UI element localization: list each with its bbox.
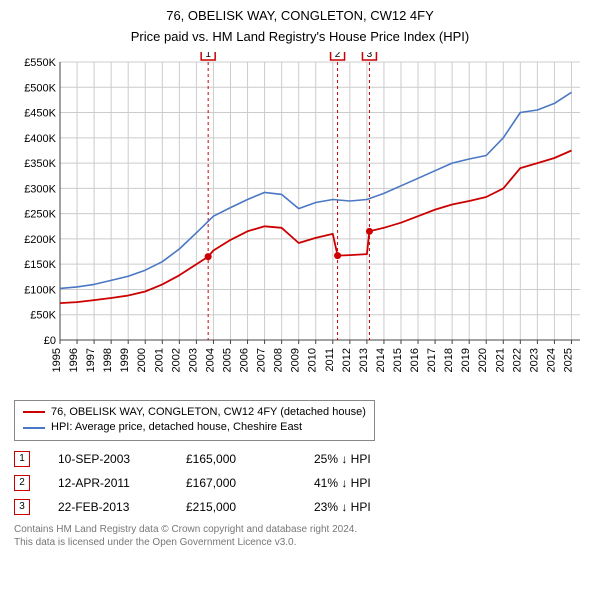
svg-text:£450K: £450K — [24, 107, 56, 119]
chart-title-line2: Price paid vs. HM Land Registry's House … — [14, 29, 586, 46]
svg-text:2000: 2000 — [136, 348, 148, 372]
svg-text:2013: 2013 — [358, 348, 370, 372]
svg-text:2018: 2018 — [443, 348, 455, 372]
svg-text:2020: 2020 — [477, 348, 489, 372]
svg-text:2023: 2023 — [528, 348, 540, 372]
svg-text:£350K: £350K — [24, 158, 56, 170]
svg-text:2024: 2024 — [545, 348, 557, 372]
svg-text:2014: 2014 — [375, 348, 387, 372]
svg-text:2021: 2021 — [494, 348, 506, 372]
svg-text:2025: 2025 — [562, 348, 574, 372]
event-diff-2: 41% ↓ HPI — [314, 476, 414, 490]
event-date-3: 22-FEB-2013 — [58, 500, 158, 514]
event-price-2: £167,000 — [186, 476, 286, 490]
event-row-2: 2 12-APR-2011 £167,000 41% ↓ HPI — [14, 475, 586, 491]
svg-text:2010: 2010 — [307, 348, 319, 372]
svg-text:1996: 1996 — [68, 348, 80, 372]
legend-swatch-1 — [23, 411, 45, 413]
event-row-1: 1 10-SEP-2003 £165,000 25% ↓ HPI — [14, 451, 586, 467]
chart-plot: £0 £50K £100K £150K £200K £250K £300K £350K £400… — [14, 52, 586, 394]
svg-text:£200K: £200K — [24, 234, 56, 246]
legend-label-2: HPI: Average price, detached house, Ches… — [51, 420, 302, 435]
svg-text:2016: 2016 — [409, 348, 421, 372]
event-price-3: £215,000 — [186, 500, 286, 514]
chart-container: 76, OBELISK WAY, CONGLETON, CW12 4FY Pri… — [0, 0, 600, 590]
svg-text:2003: 2003 — [187, 348, 199, 372]
svg-text:£100K: £100K — [24, 284, 56, 296]
svg-text:2007: 2007 — [256, 348, 268, 372]
event-diff-3: 23% ↓ HPI — [314, 500, 414, 514]
svg-text:£300K: £300K — [24, 183, 56, 195]
event-diff-1: 25% ↓ HPI — [314, 452, 414, 466]
legend-label-1: 76, OBELISK WAY, CONGLETON, CW12 4FY (de… — [51, 405, 366, 420]
legend-row-1: 76, OBELISK WAY, CONGLETON, CW12 4FY (de… — [23, 405, 366, 420]
svg-text:2004: 2004 — [204, 348, 216, 372]
svg-text:£400K: £400K — [24, 133, 56, 145]
svg-text:2017: 2017 — [426, 348, 438, 372]
svg-text:2009: 2009 — [290, 348, 302, 372]
event-num-2: 2 — [14, 475, 30, 491]
footnote-line1: Contains HM Land Registry data © Crown c… — [14, 524, 357, 535]
legend-row-2: HPI: Average price, detached house, Ches… — [23, 420, 366, 435]
svg-text:2005: 2005 — [221, 348, 233, 372]
svg-text:£250K: £250K — [24, 208, 56, 220]
event-price-1: £165,000 — [186, 452, 286, 466]
svg-text:2002: 2002 — [170, 348, 182, 372]
svg-text:2012: 2012 — [341, 348, 353, 372]
event-num-3: 3 — [14, 499, 30, 515]
svg-text:2008: 2008 — [273, 348, 285, 372]
svg-text:£50K: £50K — [30, 310, 56, 322]
svg-text:1: 1 — [205, 52, 211, 60]
svg-text:2: 2 — [335, 52, 341, 60]
event-num-1: 1 — [14, 451, 30, 467]
svg-text:3: 3 — [367, 52, 373, 60]
event-row-3: 3 22-FEB-2013 £215,000 23% ↓ HPI — [14, 499, 586, 515]
svg-text:1999: 1999 — [119, 348, 131, 372]
svg-text:2019: 2019 — [460, 348, 472, 372]
svg-text:1998: 1998 — [102, 348, 114, 372]
footnote-line2: This data is licensed under the Open Gov… — [14, 537, 296, 548]
event-date-2: 12-APR-2011 — [58, 476, 158, 490]
svg-text:1997: 1997 — [85, 348, 97, 372]
svg-text:2001: 2001 — [153, 348, 165, 372]
svg-text:2011: 2011 — [324, 348, 336, 372]
legend: 76, OBELISK WAY, CONGLETON, CW12 4FY (de… — [14, 400, 375, 441]
svg-text:1995: 1995 — [51, 348, 63, 372]
svg-text:£550K: £550K — [24, 57, 56, 69]
svg-text:£500K: £500K — [24, 82, 56, 94]
chart-title-line1: 76, OBELISK WAY, CONGLETON, CW12 4FY — [14, 8, 586, 25]
svg-text:£150K: £150K — [24, 259, 56, 271]
footnote: Contains HM Land Registry data © Crown c… — [14, 523, 586, 549]
svg-text:2006: 2006 — [239, 348, 251, 372]
svg-text:£0: £0 — [44, 335, 56, 347]
svg-text:2022: 2022 — [511, 348, 523, 372]
legend-swatch-2 — [23, 427, 45, 429]
svg-text:2015: 2015 — [392, 348, 404, 372]
events-table: 1 10-SEP-2003 £165,000 25% ↓ HPI 2 12-AP… — [14, 451, 586, 515]
event-date-1: 10-SEP-2003 — [58, 452, 158, 466]
